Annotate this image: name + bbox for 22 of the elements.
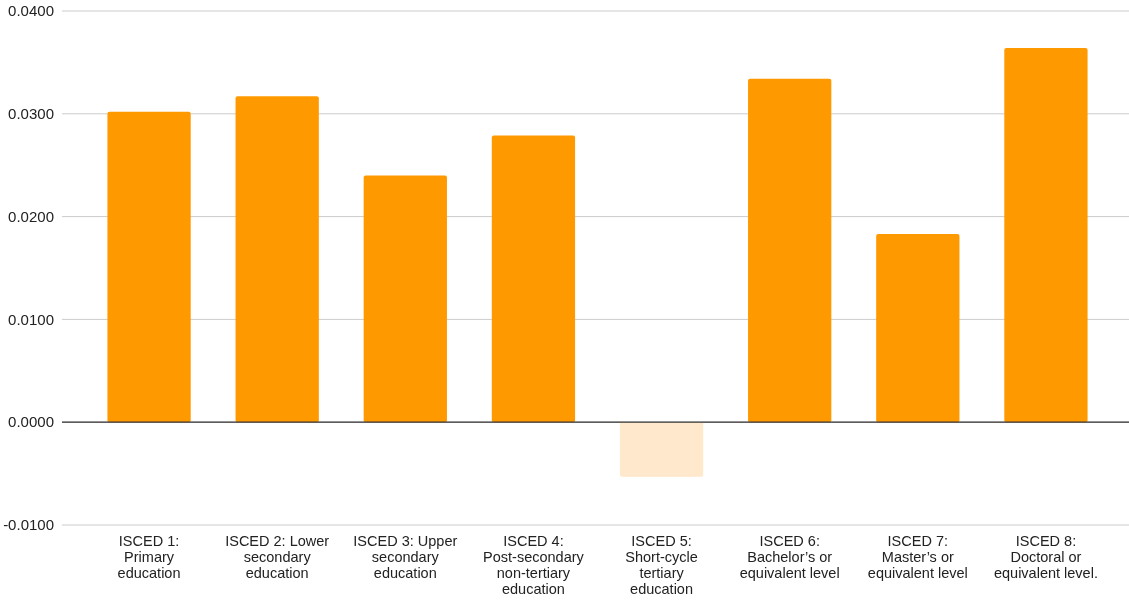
y-tick-label: 0.0300 (8, 105, 54, 123)
bar (748, 78, 832, 423)
y-tick-label: 0.0400 (8, 2, 54, 20)
bar (235, 96, 319, 423)
y-tick-label: 0.0000 (8, 413, 54, 431)
x-tick-label: ISCED 3: Upper secondary education (353, 533, 458, 581)
bar (619, 422, 704, 477)
x-tick-label: ISCED 4: Post-secondary non-tertiary education (483, 533, 585, 597)
y-tick-label: 0.0200 (8, 207, 54, 225)
bar (491, 135, 576, 423)
x-tick-label: ISCED 1: Primary education (117, 533, 181, 581)
bar (876, 234, 960, 423)
x-tick-label: ISCED 2: Lower secondary education (225, 533, 330, 581)
y-tick-label: 0.0100 (8, 310, 54, 328)
bar (107, 111, 191, 423)
y-tick-label: -0.0100 (3, 516, 54, 534)
x-tick-label: ISCED 5: Short-cycle tertiary education (625, 533, 698, 597)
bar (363, 175, 447, 423)
x-tick-label: ISCED 7: Master’s or equivalent level (867, 533, 968, 581)
x-tick-label: ISCED 6: Bachelor’s or equivalent level (739, 533, 840, 581)
bar (1004, 48, 1088, 423)
x-tick-label: ISCED 8: Doctoral or equivalent level. (993, 533, 1098, 581)
